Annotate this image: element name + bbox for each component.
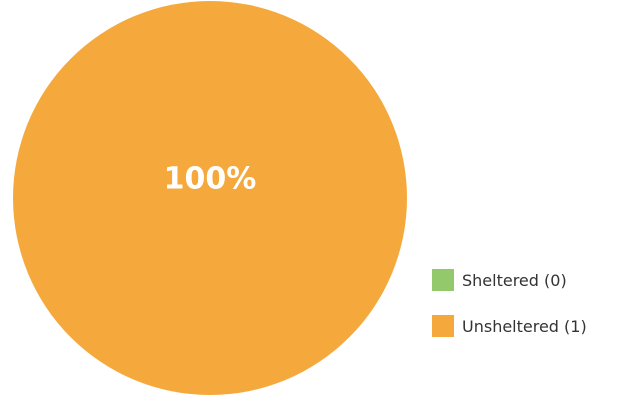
pie-slice-unsheltered bbox=[13, 1, 407, 395]
legend-item-unsheltered: Unsheltered (1) bbox=[432, 314, 587, 338]
legend-label-unsheltered: Unsheltered (1) bbox=[462, 316, 587, 336]
legend-label-sheltered: Sheltered (0) bbox=[462, 270, 567, 290]
legend-item-sheltered: Sheltered (0) bbox=[432, 268, 587, 292]
legend-swatch-sheltered bbox=[432, 269, 454, 291]
data-label-unsheltered: 100% bbox=[164, 162, 257, 197]
legend-swatch-unsheltered bbox=[432, 315, 454, 337]
legend: Sheltered (0) Unsheltered (1) bbox=[432, 268, 587, 360]
